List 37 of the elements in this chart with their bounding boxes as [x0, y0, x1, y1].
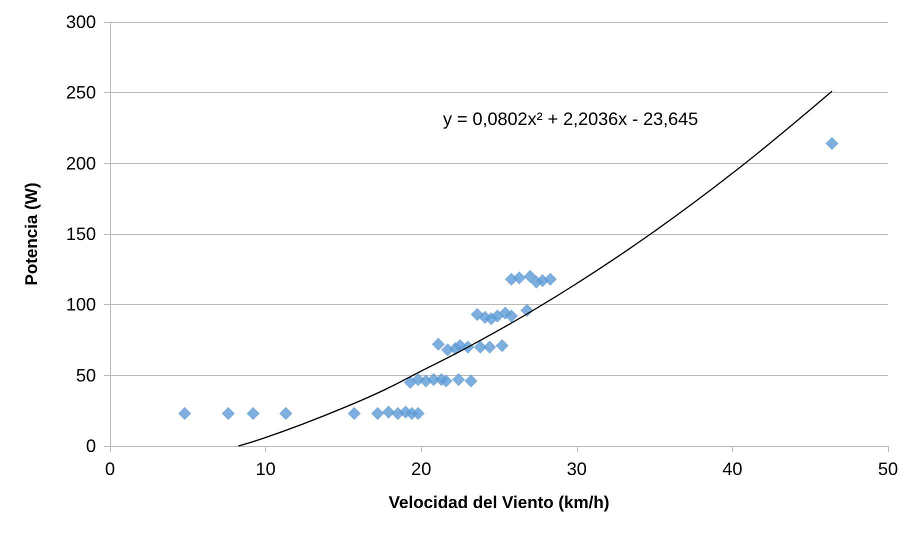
y-axis-title: Potencia (W) — [22, 182, 41, 286]
point — [496, 339, 509, 352]
y-tick-label: 200 — [66, 153, 96, 174]
line-series — [238, 90, 833, 447]
point — [452, 373, 466, 386]
x-tick-label: 50 — [878, 459, 898, 479]
y-tick-label: 150 — [66, 224, 96, 244]
point — [382, 406, 396, 419]
x-tick-label: 0 — [104, 459, 116, 479]
point — [544, 272, 557, 286]
x-tick-label: 10 — [256, 459, 276, 479]
point — [246, 406, 260, 420]
y-tick-label: 250 — [66, 82, 96, 103]
y-tick-label: 100 — [66, 294, 96, 315]
point — [464, 374, 478, 388]
x-tick-label: 20 — [411, 459, 432, 479]
y-tick-label: 0 — [86, 436, 96, 456]
point — [371, 406, 384, 420]
annotation: y = 0,0802x² + 2,2036x - 23,645 — [443, 109, 698, 129]
point — [222, 406, 235, 420]
point — [279, 406, 292, 420]
x-tick-label: 40 — [722, 459, 742, 479]
y-tick-label: 50 — [76, 365, 96, 386]
point — [483, 340, 496, 354]
point — [348, 406, 361, 420]
point — [440, 374, 453, 388]
point — [412, 406, 425, 420]
point — [825, 137, 838, 150]
y-tick-label: 300 — [66, 12, 96, 32]
x-tick-label: 30 — [566, 459, 587, 479]
point — [490, 309, 504, 322]
point — [432, 338, 445, 351]
point — [178, 406, 192, 420]
point — [474, 340, 487, 354]
x-axis-title: Velocidad del Viento (km/h) — [388, 493, 610, 512]
point — [512, 271, 526, 284]
point — [504, 309, 518, 322]
